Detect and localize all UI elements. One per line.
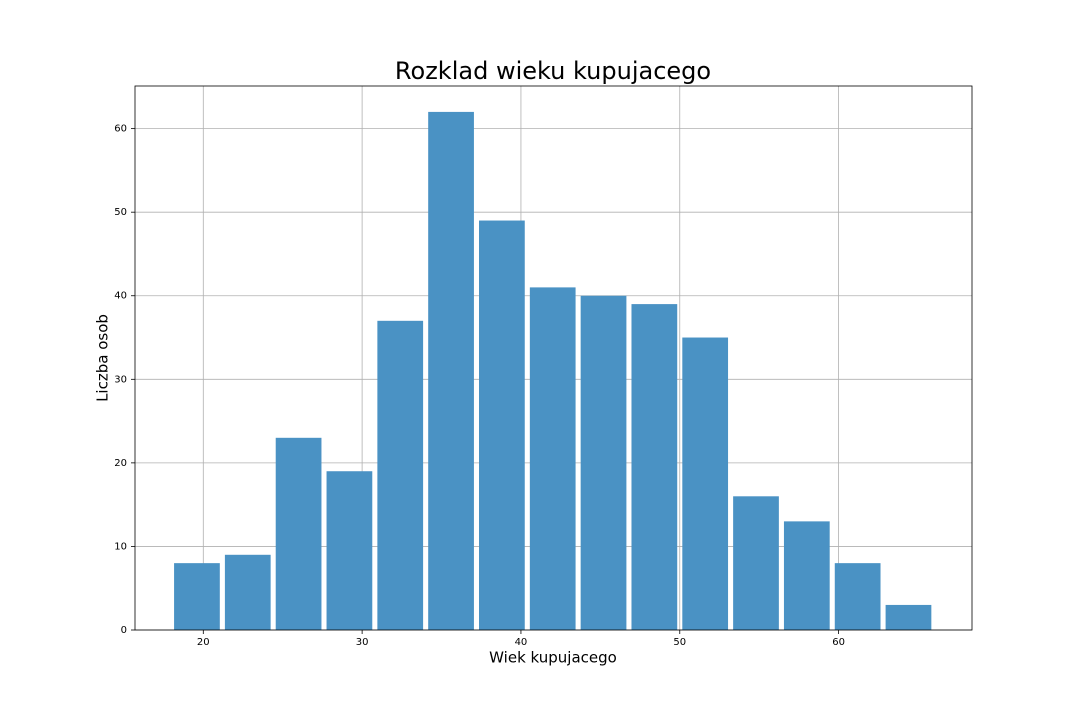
bar (428, 111, 474, 630)
bar (631, 304, 678, 630)
y-tick-label: 60 (114, 124, 127, 135)
bar (479, 220, 525, 630)
bar (580, 295, 627, 630)
bar (326, 471, 373, 630)
y-tick-label: 0 (121, 625, 127, 636)
bar (275, 437, 322, 630)
x-tick-label: 60 (832, 637, 845, 648)
x-axis-label: Wiek kupujacego (489, 649, 617, 667)
bar (834, 563, 881, 630)
y-tick-label: 20 (114, 458, 127, 469)
bar (733, 496, 779, 630)
y-tick-label: 50 (114, 207, 127, 218)
plot-frame (134, 85, 973, 631)
y-tick-label: 40 (114, 291, 127, 302)
bar (529, 287, 576, 630)
x-tick-label: 30 (356, 637, 369, 648)
x-tick-label: 40 (515, 637, 528, 648)
bar (885, 604, 932, 630)
y-tick-label: 10 (114, 541, 127, 552)
bar (377, 320, 424, 630)
bar (174, 563, 220, 630)
y-tick-label: 30 (114, 374, 127, 385)
bar (783, 521, 830, 630)
x-tick-label: 20 (197, 637, 210, 648)
y-axis-label: Liczba osob (94, 314, 112, 402)
bar (682, 337, 729, 630)
bar (224, 554, 271, 630)
chart-title: Rozklad wieku kupujacego (395, 57, 711, 85)
x-tick-label: 50 (673, 637, 686, 648)
